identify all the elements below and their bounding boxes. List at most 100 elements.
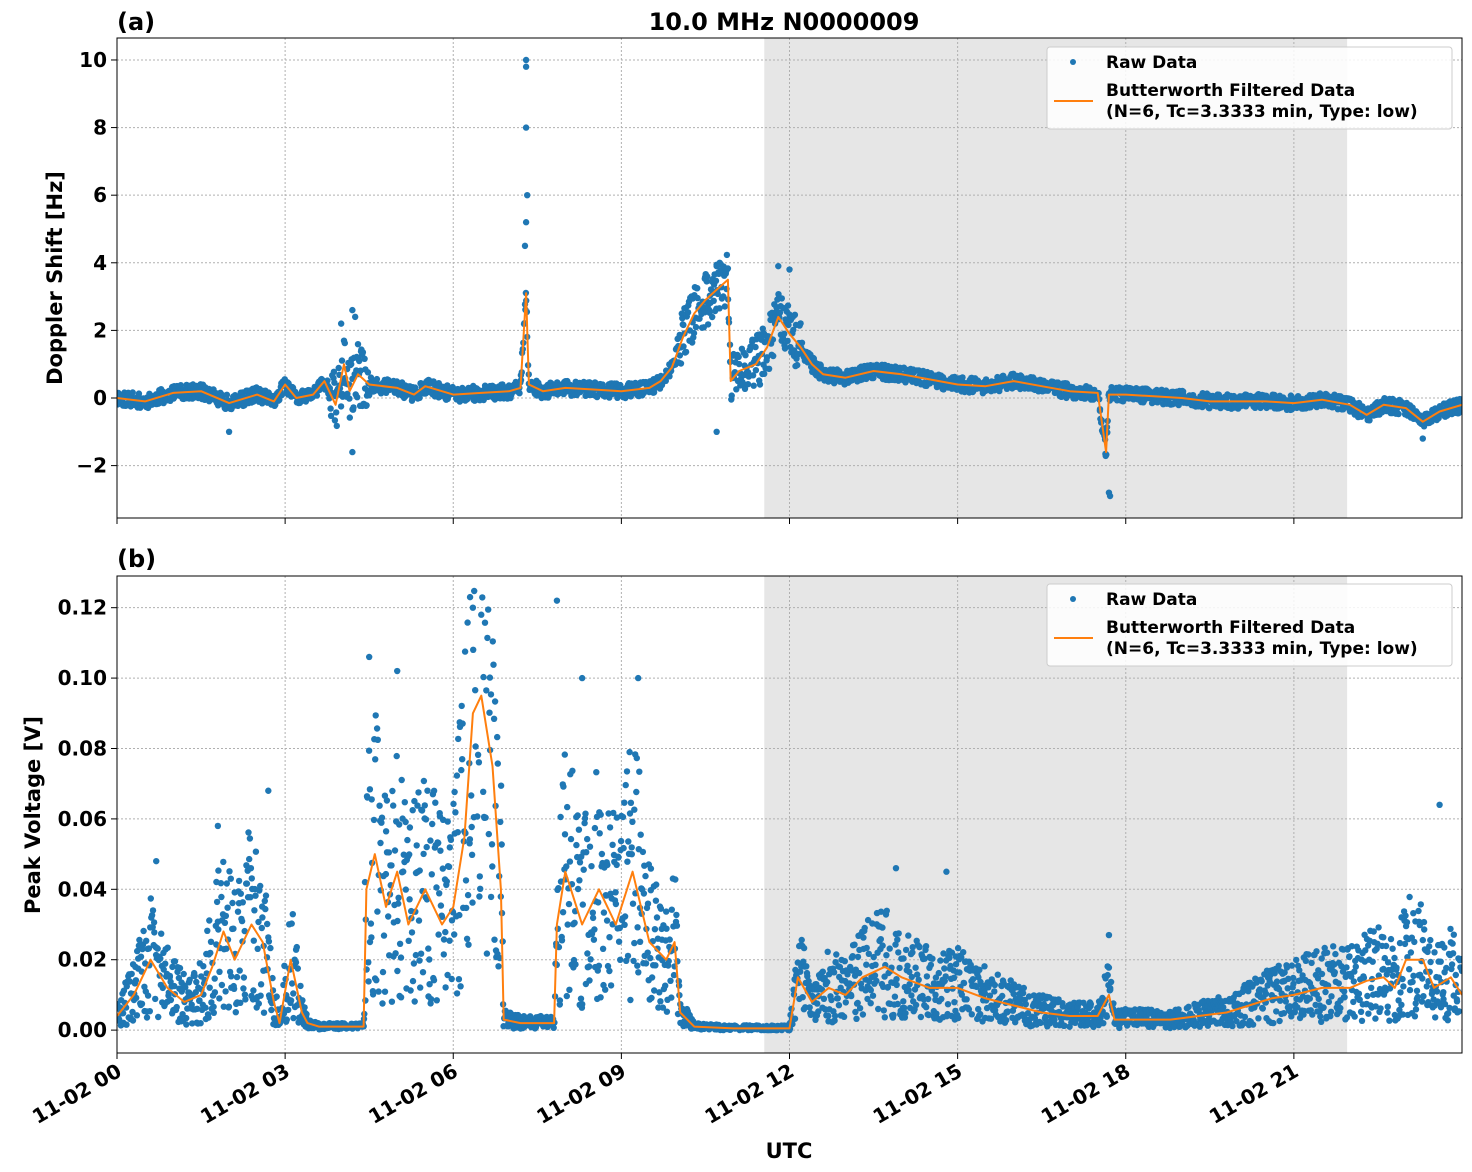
panel-b-raw-point <box>250 987 257 994</box>
panel-b-raw-point <box>879 942 886 949</box>
panel-a-raw-point <box>223 391 231 398</box>
panel-b-raw-point <box>895 930 902 937</box>
panel-b-raw-point <box>494 733 501 741</box>
panel-b-raw-point <box>215 926 222 933</box>
panel-b-raw-point <box>1245 988 1252 995</box>
panel-b-raw-point <box>143 1014 151 1021</box>
panel-b-raw-point <box>191 972 198 980</box>
panel-b-raw-point <box>923 973 931 980</box>
panel-b-raw-point <box>211 975 218 982</box>
panel-b-raw-point <box>372 756 379 763</box>
panel-b-raw-point <box>668 906 675 913</box>
panel-b-raw-point <box>1010 990 1017 998</box>
panel-b-raw-point <box>202 1004 209 1011</box>
panel-a-raw-point <box>690 329 698 337</box>
panel-b-raw-point <box>586 977 593 984</box>
panel-b-raw-point <box>819 968 826 975</box>
panel-b-raw-point <box>956 969 963 976</box>
panel-b-raw-point <box>480 673 487 681</box>
panel-b-raw-point <box>574 885 582 893</box>
panel-b-raw-point <box>892 941 899 948</box>
panel-a-legend-raw-marker <box>1070 59 1076 65</box>
panel-b-raw-point <box>1256 986 1264 993</box>
panel-b-raw-point <box>397 954 405 961</box>
panel-a-raw-point <box>1366 417 1373 424</box>
panel-b-raw-point <box>1185 1003 1192 1010</box>
panel-b-raw-point <box>915 976 922 983</box>
panel-a-raw-point <box>713 262 720 270</box>
panel-b-raw-point <box>438 913 446 920</box>
panel-a-raw-point <box>524 191 531 199</box>
panel-b-raw-point <box>950 974 958 981</box>
panel-b-raw-point <box>148 912 156 919</box>
panel-b-raw-point <box>617 956 624 963</box>
panel-a-raw-point <box>742 352 749 359</box>
panel-b-raw-point <box>929 955 936 962</box>
panel-b-raw-point <box>981 989 988 997</box>
panel-b-raw-point <box>422 816 430 823</box>
panel-a-raw-point <box>346 395 353 402</box>
panel-b: (b) 0.000.020.040.060.080.100.12 Peak Vo… <box>21 545 1463 1059</box>
panel-b-raw-point <box>672 876 679 883</box>
panel-b-raw-point <box>477 885 484 892</box>
panel-b-raw-point <box>157 955 164 962</box>
panel-b-raw-point <box>128 970 135 978</box>
panel-b-raw-point <box>207 938 215 945</box>
panel-b-raw-point <box>133 1012 141 1019</box>
panel-a-raw-point <box>756 381 764 388</box>
panel-b-raw-point <box>283 1016 290 1023</box>
panel-b-raw-point <box>225 1003 233 1010</box>
panel-b-raw-point <box>380 932 388 939</box>
panel-b-raw-point <box>433 884 440 891</box>
panel-b-raw-point <box>872 961 879 968</box>
panel-b-raw-point <box>975 1005 982 1013</box>
panel-b-raw-point <box>243 880 251 887</box>
panel-b-raw-point <box>923 1004 930 1011</box>
panel-b-raw-point <box>960 979 968 987</box>
panel-b-raw-point <box>577 995 585 1002</box>
panel-b-raw-point <box>623 957 630 964</box>
panel-b-raw-point <box>146 1008 153 1015</box>
panel-b-raw-point <box>435 839 442 847</box>
panel-b-raw-point <box>584 835 591 843</box>
panel-a-raw-point <box>373 375 381 383</box>
panel-b-raw-point <box>234 908 242 915</box>
panel-a-raw-point <box>752 343 759 351</box>
panel-b-raw-point <box>1104 971 1111 979</box>
panel-b-raw-point <box>425 945 432 952</box>
panel-b-raw-point <box>640 890 648 897</box>
panel-b-raw-point <box>967 961 974 969</box>
panel-a-raw-point <box>709 313 716 321</box>
panel-a-raw-point <box>521 242 529 250</box>
panel-b-raw-point <box>804 973 811 980</box>
panel-b-raw-point <box>873 977 880 985</box>
panel-a-ytick-label: 2 <box>93 318 107 342</box>
panel-b-raw-point <box>223 945 230 952</box>
panel-b-raw-point <box>407 987 414 994</box>
panel-b-raw-point <box>902 1010 909 1017</box>
panel-b-raw-point <box>591 824 599 832</box>
panel-b-raw-point <box>218 893 225 901</box>
panel-b-raw-point <box>606 824 614 831</box>
panel-b-raw-point <box>370 816 378 824</box>
panel-a-raw-point <box>337 320 345 327</box>
panel-b-raw-point <box>563 992 570 1000</box>
panel-b-raw-point <box>673 922 681 929</box>
panel-b-raw-point <box>482 814 489 821</box>
panel-b-raw-point <box>273 993 280 1000</box>
panel-b-raw-point <box>589 909 596 916</box>
panel-b-raw-point <box>663 908 670 915</box>
panel-b-raw-point <box>628 844 635 851</box>
panel-b-raw-point <box>965 1006 973 1013</box>
panel-b-raw-point <box>642 872 649 880</box>
panel-b-raw-point <box>288 920 295 927</box>
panel-a-raw-point <box>331 379 338 386</box>
panel-b-raw-point <box>849 953 856 960</box>
panel-a-legend-filtered-label-2: (N=6, Tc=3.3333 min, Type: low) <box>1106 102 1418 122</box>
panel-b-raw-point <box>880 1007 887 1014</box>
panel-a-raw-point <box>692 323 700 331</box>
panel-b-raw-point <box>584 950 591 957</box>
panel-b-raw-point <box>573 841 580 849</box>
